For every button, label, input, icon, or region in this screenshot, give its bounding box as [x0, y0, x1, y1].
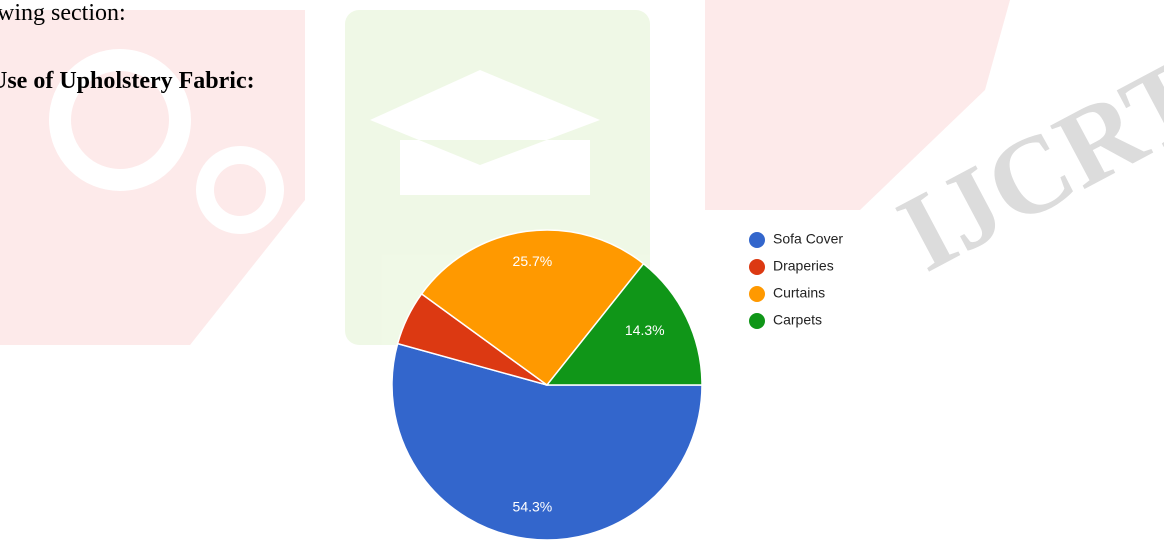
watermark-gear: [49, 49, 191, 191]
slice-label: 54.3%: [513, 499, 553, 515]
legend-swatch: [749, 232, 765, 248]
watermark-gear2: [196, 146, 284, 234]
legend-label: Curtains: [773, 285, 825, 301]
legend-swatch: [749, 286, 765, 302]
section-heading: Use of Upholstery Fabric:: [0, 68, 255, 94]
legend-swatch: [749, 259, 765, 275]
legend-swatch: [749, 313, 765, 329]
pie-slice: [420, 229, 645, 387]
pie-slice: [391, 342, 703, 540]
legend-label: Sofa Cover: [773, 231, 843, 247]
slice-label: 25.7%: [513, 253, 553, 269]
legend-label: Draperies: [773, 258, 834, 274]
slice-label: 14.3%: [625, 322, 665, 338]
pie-slice: [545, 262, 703, 386]
watermark-red2: [705, 0, 1010, 210]
legend-label: Carpets: [773, 312, 822, 328]
watermark-cap: [370, 70, 600, 195]
intro-text: wing section:: [0, 0, 126, 26]
